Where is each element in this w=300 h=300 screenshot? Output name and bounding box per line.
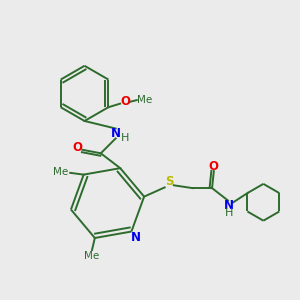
Text: N: N: [131, 231, 141, 244]
Text: O: O: [120, 95, 130, 108]
Text: Me: Me: [137, 95, 152, 105]
Text: O: O: [72, 142, 82, 154]
Text: H: H: [224, 208, 233, 218]
Text: Me: Me: [84, 251, 100, 261]
Text: S: S: [165, 175, 174, 188]
Text: O: O: [209, 160, 219, 173]
Text: N: N: [224, 199, 234, 212]
Text: Me: Me: [53, 167, 68, 177]
Text: N: N: [111, 127, 121, 140]
Text: H: H: [122, 133, 130, 143]
